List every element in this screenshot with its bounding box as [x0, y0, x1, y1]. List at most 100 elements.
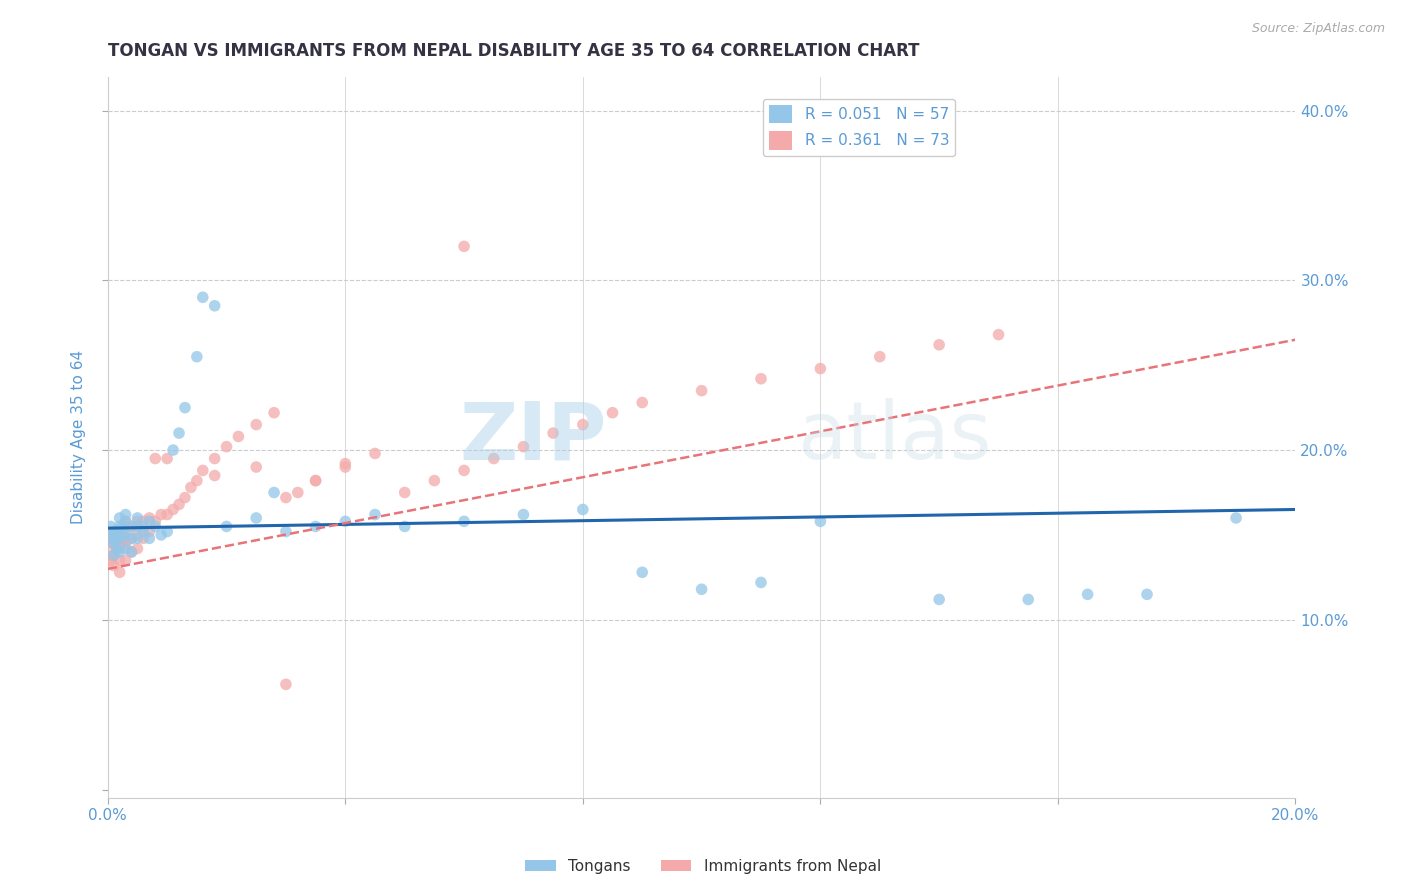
- Point: [1077, 587, 1099, 601]
- Point: [749, 575, 772, 590]
- Point: [869, 350, 891, 364]
- Point: [143, 514, 166, 528]
- Point: [512, 440, 534, 454]
- Point: [108, 511, 131, 525]
- Point: [690, 582, 713, 597]
- Point: [114, 553, 136, 567]
- Point: [101, 532, 124, 546]
- Point: [335, 460, 357, 475]
- Point: [572, 502, 595, 516]
- Point: [928, 592, 950, 607]
- Point: [274, 524, 297, 539]
- Legend: R = 0.051   N = 57, R = 0.361   N = 73: R = 0.051 N = 57, R = 0.361 N = 73: [763, 99, 955, 156]
- Point: [100, 519, 122, 533]
- Point: [132, 524, 155, 539]
- Point: [1136, 587, 1159, 601]
- Point: [156, 508, 179, 522]
- Point: [541, 426, 564, 441]
- Point: [105, 541, 128, 556]
- Point: [114, 514, 136, 528]
- Point: [100, 553, 122, 567]
- Point: [162, 502, 184, 516]
- Point: [423, 474, 446, 488]
- Point: [127, 519, 149, 533]
- Point: [364, 508, 387, 522]
- Text: ZIP: ZIP: [460, 399, 606, 476]
- Point: [245, 511, 267, 525]
- Point: [108, 545, 131, 559]
- Point: [191, 290, 214, 304]
- Point: [111, 524, 134, 539]
- Point: [287, 485, 309, 500]
- Point: [127, 511, 149, 525]
- Text: atlas: atlas: [797, 399, 991, 476]
- Text: TONGAN VS IMMIGRANTS FROM NEPAL DISABILITY AGE 35 TO 64 CORRELATION CHART: TONGAN VS IMMIGRANTS FROM NEPAL DISABILI…: [108, 42, 920, 60]
- Point: [104, 524, 127, 539]
- Point: [108, 519, 131, 533]
- Point: [105, 532, 128, 546]
- Point: [987, 327, 1010, 342]
- Point: [150, 528, 173, 542]
- Point: [121, 519, 143, 533]
- Point: [335, 457, 357, 471]
- Point: [104, 532, 127, 546]
- Point: [453, 463, 475, 477]
- Point: [174, 401, 197, 415]
- Point: [108, 541, 131, 556]
- Point: [132, 532, 155, 546]
- Point: [263, 485, 285, 500]
- Point: [274, 491, 297, 505]
- Point: [103, 528, 125, 542]
- Point: [335, 514, 357, 528]
- Point: [156, 524, 179, 539]
- Text: Source: ZipAtlas.com: Source: ZipAtlas.com: [1251, 22, 1385, 36]
- Point: [512, 508, 534, 522]
- Point: [103, 524, 125, 539]
- Point: [138, 511, 160, 525]
- Point: [228, 429, 250, 443]
- Point: [114, 528, 136, 542]
- Point: [121, 532, 143, 546]
- Point: [121, 545, 143, 559]
- Point: [245, 460, 267, 475]
- Point: [150, 508, 173, 522]
- Point: [482, 451, 505, 466]
- Point: [274, 677, 297, 691]
- Point: [928, 338, 950, 352]
- Point: [143, 451, 166, 466]
- Point: [103, 536, 125, 550]
- Point: [121, 532, 143, 546]
- Point: [127, 528, 149, 542]
- Point: [103, 549, 125, 563]
- Point: [749, 372, 772, 386]
- Y-axis label: Disability Age 35 to 64: Disability Age 35 to 64: [72, 351, 86, 524]
- Point: [111, 528, 134, 542]
- Point: [103, 549, 125, 563]
- Point: [103, 558, 125, 573]
- Point: [304, 474, 326, 488]
- Point: [101, 532, 124, 546]
- Point: [304, 474, 326, 488]
- Point: [602, 406, 624, 420]
- Point: [143, 519, 166, 533]
- Point: [364, 446, 387, 460]
- Point: [808, 514, 831, 528]
- Point: [156, 451, 179, 466]
- Point: [245, 417, 267, 432]
- Point: [108, 532, 131, 546]
- Point: [186, 350, 208, 364]
- Point: [108, 553, 131, 567]
- Point: [114, 532, 136, 546]
- Point: [215, 440, 238, 454]
- Point: [167, 426, 190, 441]
- Point: [572, 417, 595, 432]
- Point: [103, 536, 125, 550]
- Point: [105, 524, 128, 539]
- Point: [132, 519, 155, 533]
- Point: [690, 384, 713, 398]
- Point: [204, 451, 226, 466]
- Point: [127, 532, 149, 546]
- Legend: Tongans, Immigrants from Nepal: Tongans, Immigrants from Nepal: [519, 853, 887, 880]
- Point: [132, 514, 155, 528]
- Point: [204, 299, 226, 313]
